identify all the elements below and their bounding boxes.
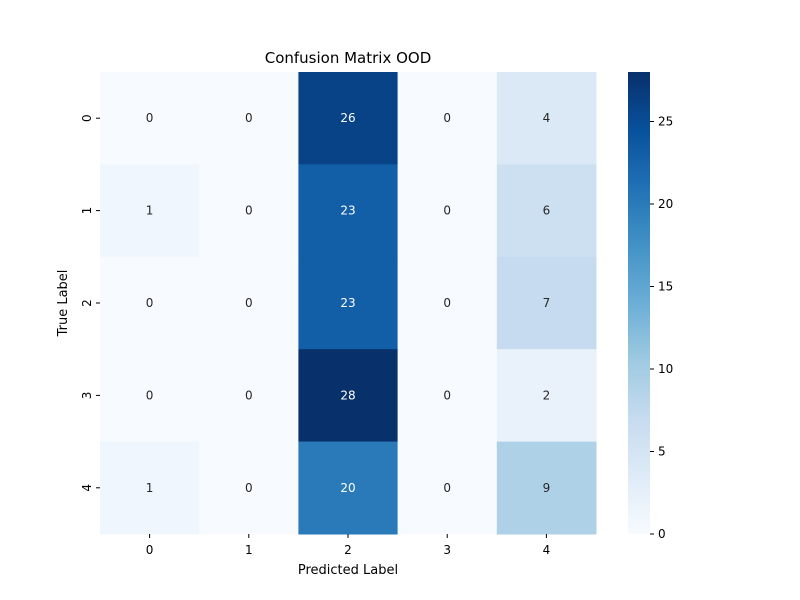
heatmap-cell xyxy=(100,164,200,258)
cell-value-label: 1 xyxy=(146,204,154,218)
cell-value-label: 0 xyxy=(245,481,253,495)
heatmap-cell xyxy=(397,164,498,258)
x-tick-label: 2 xyxy=(344,543,352,557)
y-axis-label: True Label xyxy=(56,270,71,338)
x-tick-label: 0 xyxy=(146,543,154,557)
cell-value-label: 0 xyxy=(245,388,253,402)
heatmap-cell xyxy=(397,441,498,535)
x-tick-label: 4 xyxy=(543,543,551,557)
colorbar: 0 5 10 15 20 25 xyxy=(628,72,673,541)
x-tick-label: 1 xyxy=(245,543,253,557)
colorbar-tick-label: 20 xyxy=(658,197,673,211)
cell-value-label: 0 xyxy=(146,111,154,125)
y-tick-label: 2 xyxy=(80,299,94,307)
x-axis: 0 1 2 3 4 xyxy=(146,534,550,557)
cell-value-label: 1 xyxy=(146,481,154,495)
y-tick-label: 1 xyxy=(80,207,94,215)
colorbar-tick-label: 15 xyxy=(658,280,673,294)
y-tick-label: 3 xyxy=(80,392,94,400)
cell-value-label: 0 xyxy=(146,296,154,310)
cell-value-label: 28 xyxy=(340,388,355,402)
cell-value-label: 4 xyxy=(543,111,551,125)
chart-title: Confusion Matrix OOD xyxy=(265,49,432,67)
heatmap-cell xyxy=(496,349,597,443)
x-tick-label: 3 xyxy=(443,543,451,557)
heatmap-cell xyxy=(298,349,399,443)
heatmap-cell xyxy=(100,72,200,165)
cell-value-label: 26 xyxy=(340,111,355,125)
cell-value-label: 0 xyxy=(245,204,253,218)
heatmap-cell xyxy=(496,441,597,535)
cell-value-label: 0 xyxy=(443,481,451,495)
heatmap-cell xyxy=(199,441,299,535)
heatmap-cell xyxy=(298,72,399,165)
heatmap-cell xyxy=(496,256,597,350)
cell-value-label: 23 xyxy=(340,296,355,310)
cell-value-label: 0 xyxy=(443,388,451,402)
cell-value-label: 0 xyxy=(245,296,253,310)
heatmap-cell xyxy=(100,441,200,535)
cell-value-label: 0 xyxy=(443,111,451,125)
heatmap-grid: 0 0 26 0 4 1 0 23 0 6 0 0 23 0 7 0 0 28 0 2 1 0 20 0 9 xyxy=(100,72,597,535)
cell-value-label: 20 xyxy=(340,481,355,495)
cell-value-label: 7 xyxy=(543,296,551,310)
heatmap-cell xyxy=(199,164,299,258)
heatmap-cell xyxy=(100,256,200,350)
cell-value-label: 0 xyxy=(146,388,154,402)
colorbar-tick-label: 5 xyxy=(658,445,666,459)
cell-value-label: 0 xyxy=(443,296,451,310)
heatmap-cell xyxy=(100,349,200,443)
heatmap-cell xyxy=(397,256,498,350)
y-tick-label: 4 xyxy=(80,484,94,492)
colorbar-gradient xyxy=(628,72,650,534)
heatmap-cell xyxy=(496,72,597,165)
heatmap-cell xyxy=(199,349,299,443)
y-axis: 0 1 2 3 4 xyxy=(80,114,100,492)
colorbar-tick-label: 25 xyxy=(658,115,673,129)
heatmap-cell xyxy=(298,441,399,535)
cell-value-label: 6 xyxy=(543,204,551,218)
cell-value-label: 2 xyxy=(543,388,551,402)
x-axis-label: Predicted Label xyxy=(298,563,398,578)
cell-value-label: 9 xyxy=(543,481,551,495)
heatmap-cell xyxy=(298,256,399,350)
cell-value-label: 0 xyxy=(245,111,253,125)
heatmap-cell xyxy=(298,164,399,258)
heatmap-cell xyxy=(496,164,597,258)
cell-value-label: 23 xyxy=(340,204,355,218)
heatmap-cell xyxy=(397,349,498,443)
heatmap-cell xyxy=(397,72,498,165)
cell-value-label: 0 xyxy=(443,204,451,218)
colorbar-tick-label: 10 xyxy=(658,362,673,376)
heatmap-cell xyxy=(199,256,299,350)
heatmap-cell xyxy=(199,72,299,165)
y-tick-label: 0 xyxy=(80,114,94,122)
colorbar-tick-label: 0 xyxy=(658,527,666,541)
